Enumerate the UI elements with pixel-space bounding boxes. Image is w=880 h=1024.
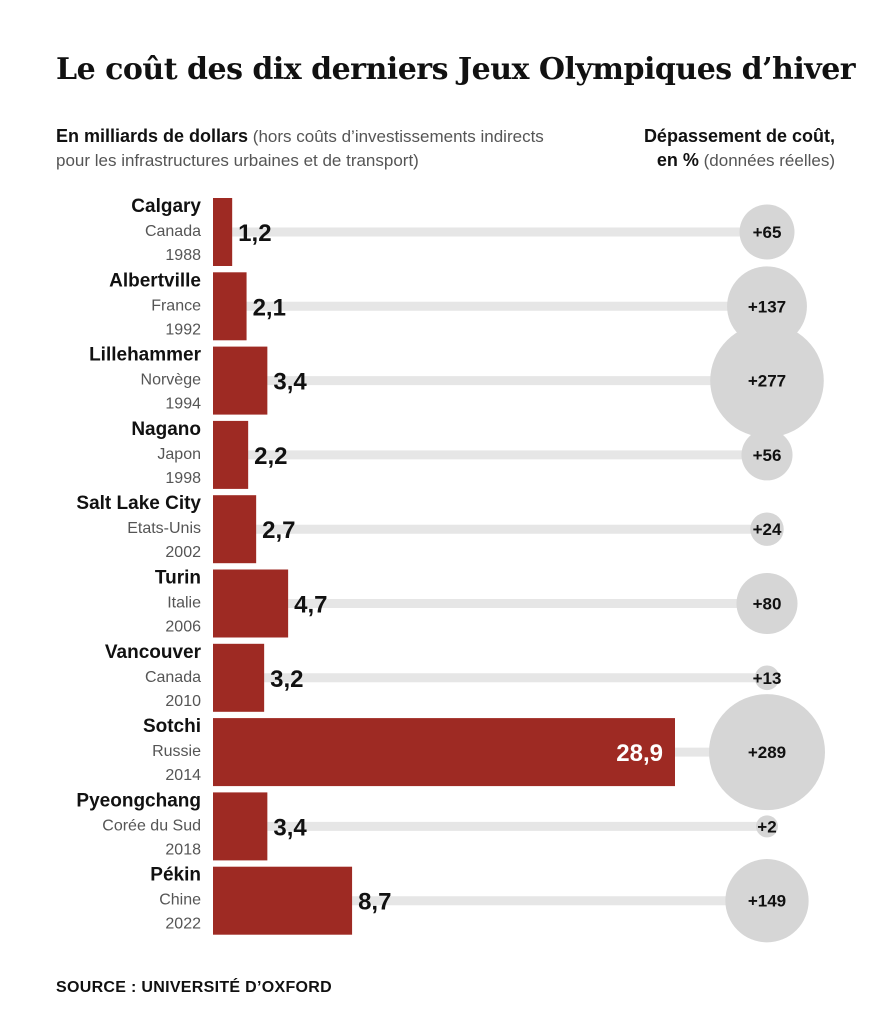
- category-year-label: 1992: [165, 321, 201, 338]
- bar: [213, 792, 268, 861]
- overrun-label: +13: [753, 669, 782, 688]
- category-country-label: Norvège: [141, 372, 202, 389]
- overrun-label: +2: [757, 817, 776, 836]
- bar: [213, 420, 249, 489]
- overrun-label: +277: [748, 372, 786, 391]
- overrun-bubble: [736, 572, 798, 635]
- category-country-label: Italie: [167, 595, 201, 612]
- category-city-label: Turin: [155, 568, 201, 589]
- category-year-label: 1994: [165, 396, 201, 413]
- bar: [213, 866, 353, 935]
- category-year-label: 1998: [165, 470, 201, 487]
- category-city-label: Nagano: [131, 419, 201, 440]
- category-country-label: Corée du Sud: [102, 817, 201, 834]
- category-country-label: Russie: [152, 743, 201, 760]
- category-year-label: 2022: [165, 916, 201, 933]
- overrun-bubble: [741, 429, 793, 481]
- overrun-header: Dépassement de coût, en % (données réell…: [555, 124, 835, 173]
- category-country-label: Canada: [145, 669, 201, 686]
- overrun-bubble: [750, 512, 784, 546]
- overrun-bubble: [725, 859, 809, 943]
- overrun-header-line1: Dépassement de coût,: [643, 126, 835, 146]
- overrun-label: +137: [748, 297, 786, 316]
- overrun-label: +149: [748, 892, 786, 911]
- category-country-label: Canada: [145, 223, 201, 240]
- overrun-bubble: [739, 204, 795, 260]
- category-year-label: 2018: [165, 841, 201, 858]
- overrun-bubble: [727, 266, 807, 347]
- overrun-label: +24: [753, 520, 782, 539]
- value-axis-note: (hors coûts d’investissements indirects …: [56, 127, 544, 170]
- overrun-header-note: (données réelles): [698, 151, 835, 170]
- category-city-label: Vancouver: [105, 642, 202, 663]
- category-city-label: Lillehammer: [89, 345, 202, 366]
- bar-value-label: 2,2: [254, 443, 287, 470]
- overrun-label: +56: [753, 446, 782, 465]
- bar-value-label: 1,2: [238, 220, 271, 247]
- category-year-label: 2002: [165, 544, 201, 561]
- chart-title: Le coût des dix derniers Jeux Olympiques…: [56, 52, 856, 87]
- category-country-label: Etats-Unis: [127, 520, 201, 537]
- overrun-label: +65: [753, 223, 782, 242]
- bar: [213, 718, 675, 787]
- bar: [213, 495, 257, 564]
- category-country-label: Chine: [159, 892, 201, 909]
- category-year-label: 2006: [165, 619, 201, 636]
- bar-value-label: 2,7: [262, 517, 295, 544]
- bar: [213, 346, 268, 415]
- bar: [213, 272, 247, 341]
- value-axis-label: En milliards de dollars: [56, 126, 249, 146]
- bar-value-label: 3,2: [270, 666, 303, 693]
- overrun-bubble: [754, 665, 780, 691]
- category-year-label: 2014: [165, 767, 201, 784]
- category-city-label: Salt Lake City: [76, 493, 201, 514]
- overrun-label: +289: [748, 743, 786, 762]
- category-city-label: Albertville: [109, 270, 201, 291]
- bar-value-label: 4,7: [294, 592, 327, 619]
- category-city-label: Sotchi: [143, 716, 201, 737]
- overrun-bubble: [756, 815, 778, 838]
- bar-value-label: 3,4: [273, 814, 307, 841]
- category-country-label: France: [151, 297, 201, 314]
- overrun-bubble: [710, 323, 824, 438]
- bar: [213, 198, 233, 266]
- category-city-label: Pyeongchang: [76, 790, 201, 811]
- category-country-label: Japon: [157, 446, 201, 463]
- bar-value-label: 8,7: [358, 889, 391, 916]
- bar-value-label: 28,9: [616, 740, 663, 767]
- source-note: SOURCE : UNIVERSITÉ D’OXFORD: [56, 979, 332, 996]
- value-axis-header: En milliards de dollars (hors coûts d’in…: [56, 124, 556, 173]
- bar: [213, 569, 289, 638]
- overrun-bubble: [709, 694, 825, 811]
- overrun-header-line2: en %: [656, 150, 699, 170]
- category-year-label: 2010: [165, 693, 201, 710]
- bar-value-label: 3,4: [273, 369, 307, 396]
- bar: [213, 643, 265, 712]
- category-city-label: Calgary: [131, 196, 201, 217]
- category-city-label: Pékin: [150, 865, 201, 886]
- overrun-label: +80: [753, 595, 782, 614]
- bar-value-label: 2,1: [253, 294, 286, 321]
- category-year-label: 1988: [165, 247, 201, 264]
